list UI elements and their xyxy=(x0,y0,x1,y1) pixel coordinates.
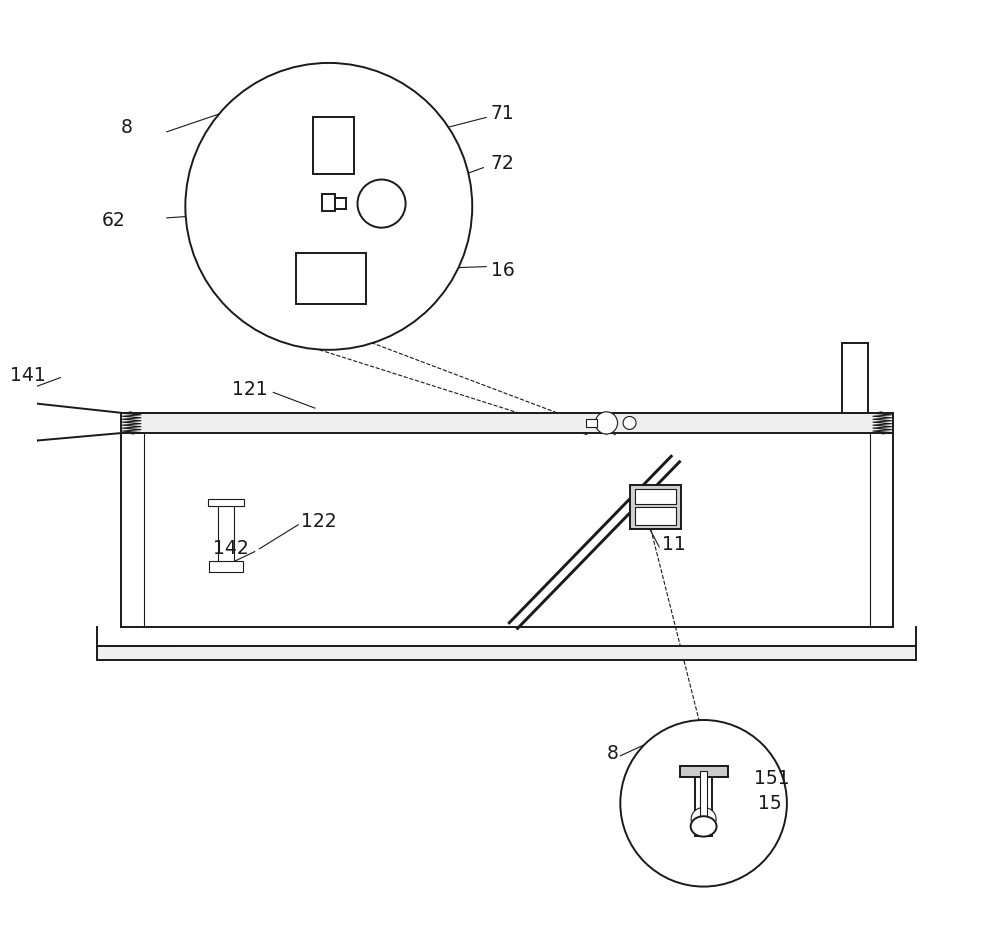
Bar xyxy=(121,412,893,433)
Circle shape xyxy=(595,412,618,434)
Text: 11: 11 xyxy=(662,534,686,554)
Text: 62: 62 xyxy=(102,211,126,230)
Circle shape xyxy=(185,63,472,350)
Ellipse shape xyxy=(691,816,717,837)
Circle shape xyxy=(357,180,406,228)
Bar xyxy=(700,771,707,831)
Bar xyxy=(635,489,676,505)
Bar xyxy=(209,560,243,572)
Bar xyxy=(695,766,712,836)
Text: 16: 16 xyxy=(491,262,514,280)
Text: 142: 142 xyxy=(213,539,249,559)
Bar xyxy=(296,252,366,304)
Text: 71: 71 xyxy=(491,103,514,123)
Circle shape xyxy=(620,720,787,886)
Ellipse shape xyxy=(691,807,716,830)
Text: 121: 121 xyxy=(232,380,267,399)
Bar xyxy=(630,485,681,530)
Bar xyxy=(680,766,728,777)
Bar xyxy=(586,419,597,426)
Bar xyxy=(97,646,916,660)
Text: 122: 122 xyxy=(301,511,337,531)
Bar xyxy=(635,507,676,525)
Bar xyxy=(218,503,234,567)
Text: 72: 72 xyxy=(491,154,514,173)
Text: 15: 15 xyxy=(758,794,781,813)
Text: 141: 141 xyxy=(10,366,45,385)
Text: 8: 8 xyxy=(121,118,132,137)
Bar xyxy=(322,195,335,211)
Bar xyxy=(842,344,868,412)
Bar xyxy=(208,499,244,506)
Bar xyxy=(313,116,354,174)
Text: 151: 151 xyxy=(754,769,789,788)
Bar xyxy=(335,198,346,209)
Circle shape xyxy=(623,416,636,429)
Text: 8: 8 xyxy=(606,744,618,762)
